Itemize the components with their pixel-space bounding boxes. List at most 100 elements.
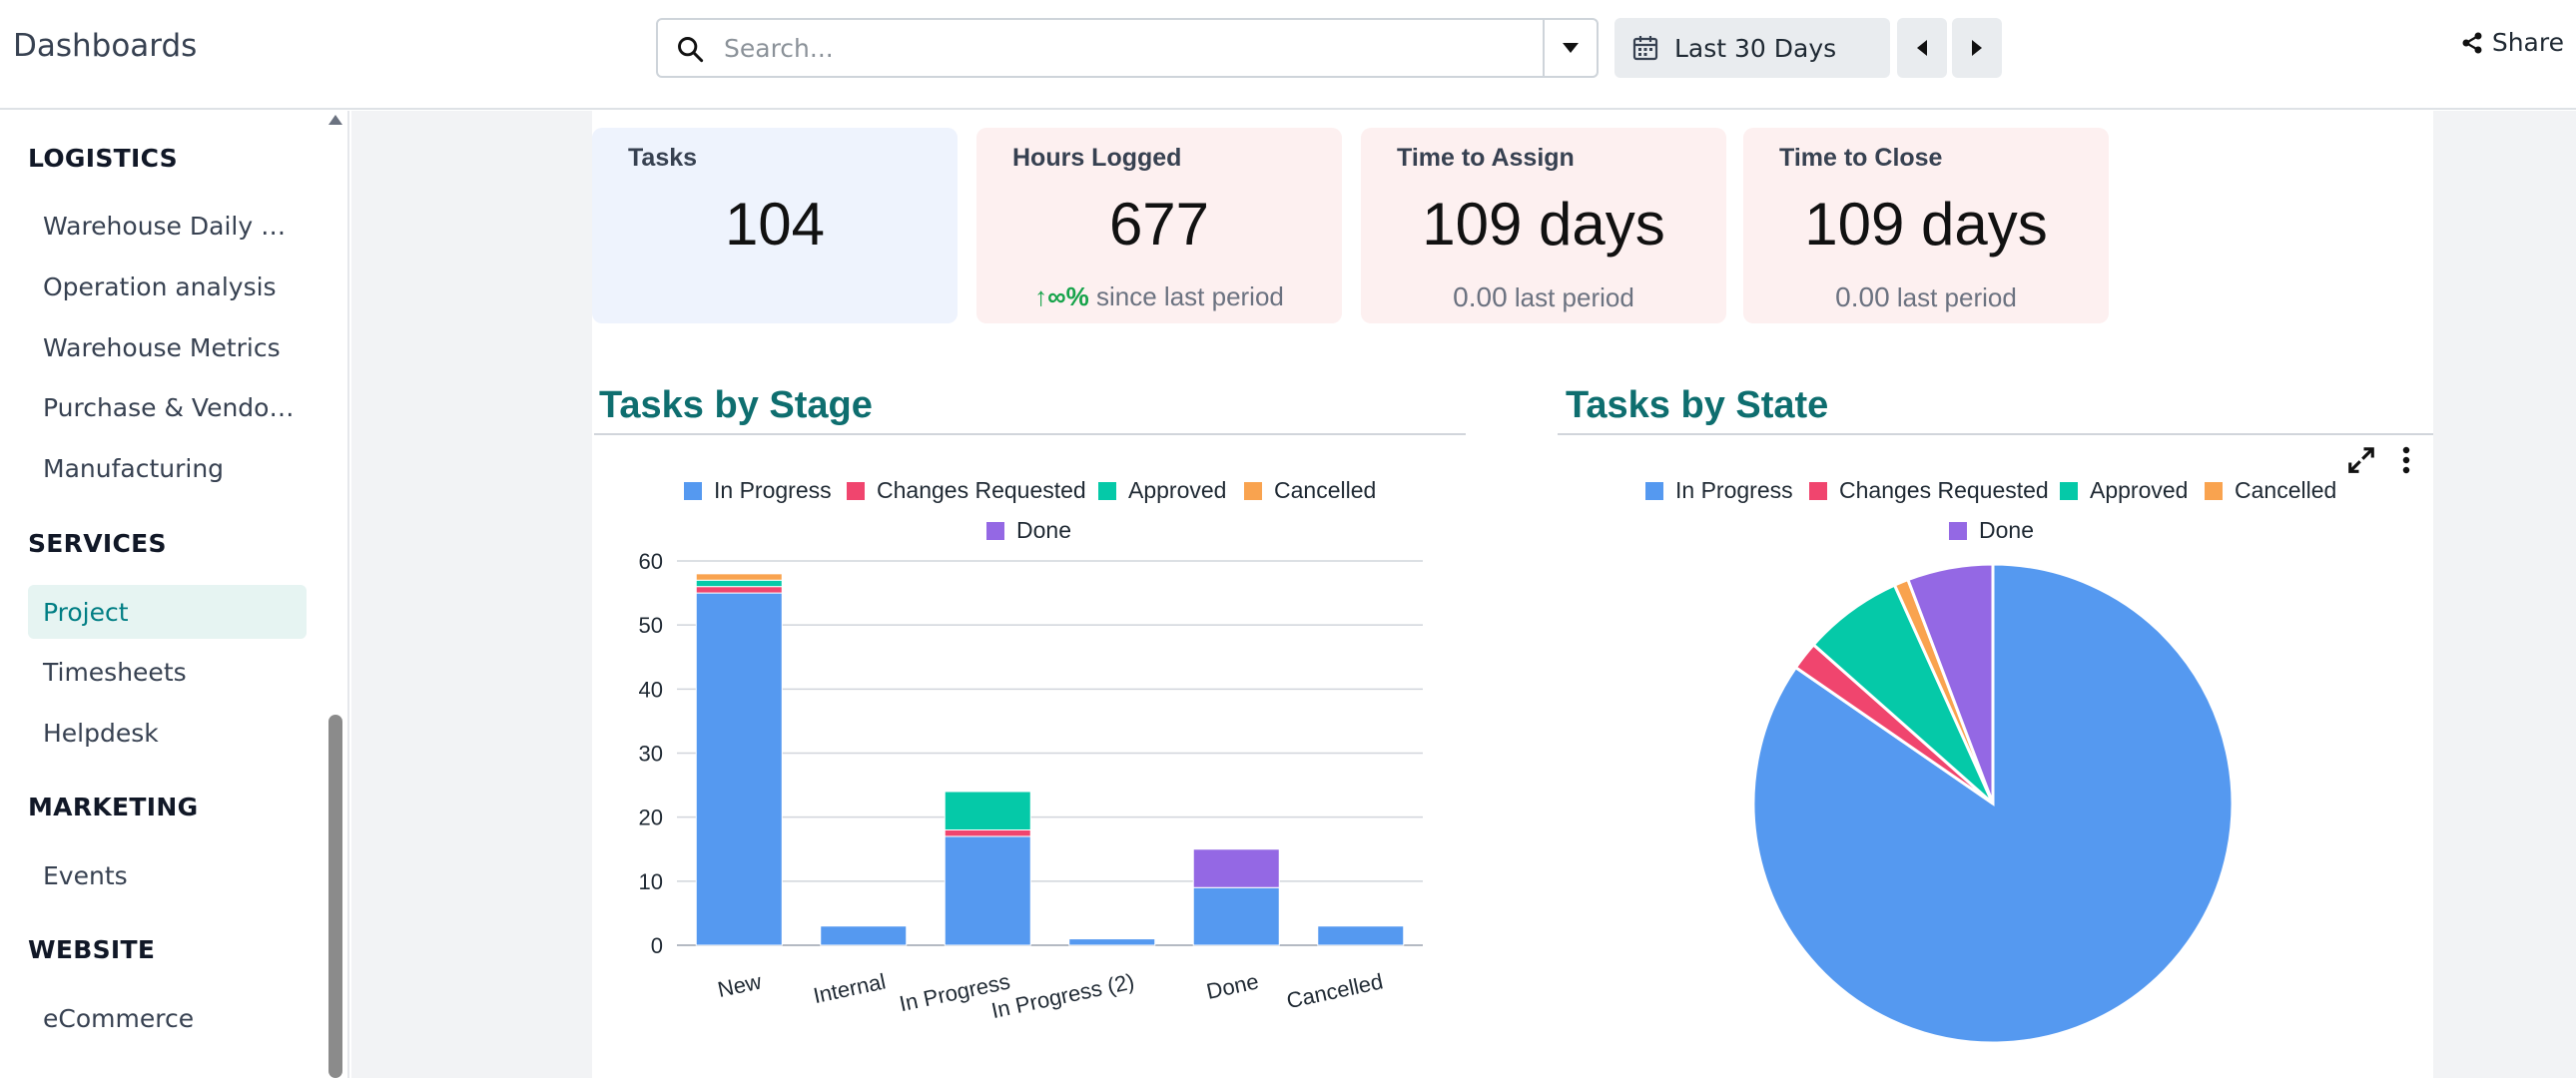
y-tick-label: 10 xyxy=(639,869,663,894)
kpi-card-time-to-close[interactable]: Time to Close 109 days 0.00 last period xyxy=(1743,128,2109,323)
legend-swatch xyxy=(1809,481,1827,500)
kpi-value: 677 xyxy=(1108,191,1210,258)
kpi-card-tasks[interactable]: Tasks 104 xyxy=(592,128,958,323)
legend-swatch xyxy=(847,481,865,500)
sidebar-item-helpdesk[interactable]: Helpdesk xyxy=(43,718,159,748)
bar-segment xyxy=(1192,848,1280,888)
legend-item[interactable]: Changes Requested xyxy=(847,477,1086,504)
pie-slice xyxy=(1905,562,1995,805)
scroll-up-arrow-icon[interactable] xyxy=(328,115,342,125)
sidebar-scrollbar[interactable] xyxy=(326,111,344,1078)
kpi-title: Hours Logged xyxy=(1012,144,1182,172)
legend-item[interactable]: Cancelled xyxy=(1244,477,1376,504)
sidebar-section-website: WEBSITE xyxy=(28,935,156,964)
bar-segment xyxy=(1192,886,1280,946)
more-options-icon[interactable] xyxy=(2391,445,2421,475)
comparison-value: 0.00 xyxy=(1453,281,1508,312)
trend-text: since last period xyxy=(1096,281,1284,311)
caret-right-icon xyxy=(1972,40,1982,56)
legend-item[interactable]: Done xyxy=(986,517,1071,544)
legend-swatch xyxy=(986,521,1004,540)
x-tick-label: New xyxy=(716,968,764,1002)
y-tick-label: 40 xyxy=(639,677,663,702)
search-input[interactable] xyxy=(724,28,1523,68)
tasks-by-stage-title: Tasks by Stage xyxy=(599,384,873,426)
kpi-card-hours-logged[interactable]: Hours Logged 677 ↑∞% since last period xyxy=(976,128,1342,323)
caret-down-icon xyxy=(1563,43,1579,53)
trend-up-value: ↑∞% xyxy=(1034,281,1089,311)
bar-segment xyxy=(1068,938,1156,946)
comparison-text: last period xyxy=(1514,282,1634,312)
kpi-value: 109 days xyxy=(1422,191,1665,258)
sidebar-item-warehouse-daily[interactable]: Warehouse Daily … xyxy=(43,211,287,241)
y-tick-label: 30 xyxy=(639,742,663,767)
bar-segment xyxy=(695,579,783,588)
legend-item[interactable]: Approved xyxy=(1098,477,1226,504)
sidebar-item-project[interactable]: Project xyxy=(28,585,307,639)
date-filter-button[interactable]: Last 30 Days xyxy=(1614,18,1890,78)
tasks-by-state-title: Tasks by State xyxy=(1566,384,1829,426)
search-options-toggle[interactable] xyxy=(1543,20,1597,76)
previous-period-button[interactable] xyxy=(1897,18,1947,78)
legend-label: Approved xyxy=(1128,477,1227,503)
legend-label: Done xyxy=(1979,517,2034,543)
legend-item[interactable]: Done xyxy=(1949,517,2034,544)
search-box[interactable] xyxy=(656,18,1599,78)
kpi-value: 104 xyxy=(724,191,826,258)
page-title: Dashboards xyxy=(13,28,198,64)
legend-label: Cancelled xyxy=(2235,477,2337,503)
sidebar-item-purchase-vendor[interactable]: Purchase & Vendo… xyxy=(43,392,295,422)
bar-segment xyxy=(944,829,1031,837)
next-period-button[interactable] xyxy=(1952,18,2002,78)
sidebar-item-operation-analysis[interactable]: Operation analysis xyxy=(43,271,277,301)
share-button[interactable]: Share xyxy=(2460,28,2564,57)
share-label: Share xyxy=(2491,28,2564,57)
comparison-value: 0.00 xyxy=(1835,281,1890,312)
legend-item[interactable]: Approved xyxy=(2060,477,2188,504)
kpi-comparison: 0.00 last period xyxy=(1743,281,2109,313)
sidebar-item-events[interactable]: Events xyxy=(43,860,128,890)
expand-icon[interactable] xyxy=(2346,445,2376,475)
legend-label: In Progress xyxy=(714,477,832,503)
bar-segment xyxy=(695,573,783,581)
legend-swatch xyxy=(1244,481,1262,500)
share-icon xyxy=(2462,32,2482,53)
x-tick-label: In Progress (2) xyxy=(989,968,1137,1023)
legend-swatch xyxy=(1098,481,1116,500)
sidebar-section-marketing: MARKETING xyxy=(28,793,199,821)
sidebar-item-warehouse-metrics[interactable]: Warehouse Metrics xyxy=(43,332,281,362)
legend-item[interactable]: Cancelled xyxy=(2205,477,2336,504)
sidebar-item-ecommerce[interactable]: eCommerce xyxy=(43,1003,195,1033)
kpi-card-time-to-assign[interactable]: Time to Assign 109 days 0.00 last period xyxy=(1361,128,1726,323)
legend-label: Done xyxy=(1016,517,1071,543)
bar-segment xyxy=(695,592,783,946)
kpi-title: Time to Close xyxy=(1779,144,1943,172)
sidebar-item-timesheets[interactable]: Timesheets xyxy=(43,657,187,687)
legend-swatch xyxy=(2060,481,2078,500)
y-tick-label: 50 xyxy=(639,613,663,638)
sidebar-item-manufacturing[interactable]: Manufacturing xyxy=(43,453,225,483)
legend-swatch xyxy=(1645,481,1663,500)
comparison-text: last period xyxy=(1896,282,2017,312)
bar-segment xyxy=(944,791,1031,830)
x-tick-label: Internal xyxy=(811,968,888,1008)
kpi-trend: ↑∞% since last period xyxy=(976,281,1342,312)
y-tick-label: 60 xyxy=(639,549,663,574)
legend-label: Approved xyxy=(2090,477,2189,503)
legend-label: In Progress xyxy=(1675,477,1793,503)
legend-swatch xyxy=(2205,481,2223,500)
bar-segment xyxy=(695,586,783,594)
legend-item[interactable]: In Progress xyxy=(1645,477,1793,504)
scrollbar-thumb[interactable] xyxy=(328,715,342,1078)
sidebar-section-logistics: LOGISTICS xyxy=(28,144,178,173)
legend-item[interactable]: In Progress xyxy=(684,477,832,504)
legend-item[interactable]: Changes Requested xyxy=(1809,477,2049,504)
search-icon xyxy=(678,37,704,63)
section-divider xyxy=(594,433,1466,435)
y-tick-label: 0 xyxy=(651,933,663,958)
tasks-by-state-chart xyxy=(1751,562,2235,1045)
legend-label: Cancelled xyxy=(1274,477,1377,503)
y-tick-label: 20 xyxy=(639,806,663,830)
pie-slice xyxy=(1751,562,2235,1045)
